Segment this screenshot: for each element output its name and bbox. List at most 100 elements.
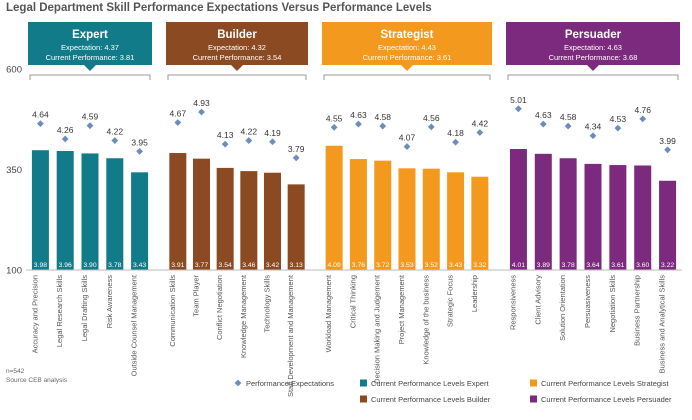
expectation-marker-strategist-decision-making-and-judgement [379, 122, 387, 130]
group-header-strategist [322, 22, 492, 65]
y-tick-label-100: 100 [6, 266, 22, 277]
bar-value-strategist-decision-making-and-judgement: 3.72 [376, 262, 389, 269]
bar-value-expert-accuracy-and-precision: 3.98 [34, 262, 47, 269]
category-label-strategist-decision-making-and-judgement: Decision Making and Judgement [373, 274, 382, 384]
expectation-label-persuader-persuasiveness: 4.34 [585, 122, 602, 132]
expectation-label-expert-legal-research-skills: 4.26 [57, 125, 74, 135]
group-name-expert: Expert [72, 29, 108, 41]
category-label-persuader-solution-orientation: Solution Orientation [558, 275, 567, 341]
bar-builder-communication-skills [169, 153, 187, 270]
category-label-persuader-client-advisory: Client Advisory [533, 275, 542, 325]
expectation-label-persuader-client-advisory: 4.63 [535, 110, 552, 120]
category-label-persuader-negotiation-skills: Negotiation Skills [608, 275, 617, 333]
expectation-label-persuader-negotiation-skills: 4.53 [610, 114, 627, 124]
expectation-marker-expert-outside-counsel-management [136, 148, 143, 155]
bar-value-strategist-critical-thinking: 3.76 [352, 262, 365, 269]
bar-expert-legal-drafting-skills [81, 153, 99, 270]
bar-value-strategist-strategic-focus: 3.43 [449, 262, 462, 269]
expectation-label-persuader-business-and-analytical-skills: 3.99 [659, 136, 676, 146]
group-header-expert [28, 22, 152, 65]
legend-label-current-performance-levels-persuader: Current Performance Levels Persuader [541, 395, 672, 404]
bar-value-expert-risk-awareness: 3.78 [108, 262, 121, 269]
bar-persuader-business-partnership [634, 165, 652, 270]
category-label-builder-team-player: Team Player [192, 275, 201, 317]
legend-marker-current-performance-levels-strategist [530, 379, 537, 387]
legend-marker-current-performance-levels-persuader [530, 395, 537, 403]
group-performance-expert: Current Performance: 3.81 [46, 53, 135, 62]
bar-value-persuader-solution-orientation: 3.78 [562, 262, 575, 269]
source-note: Source CEB analysis [6, 377, 68, 384]
expectation-label-expert-outside-counsel-management: 3.95 [131, 137, 148, 147]
bar-value-persuader-responsiveness: 4.01 [512, 262, 525, 269]
expectation-label-expert-accuracy-and-precision: 4.64 [32, 110, 49, 120]
bar-expert-risk-awareness [106, 158, 124, 270]
category-label-builder-conflict-negotiation: Conflict Negotiation [215, 275, 224, 340]
legend-label-current-performance-levels-strategist: Current Performance Levels Strategist [541, 379, 669, 388]
expectation-label-expert-legal-drafting-skills: 4.59 [82, 112, 99, 122]
expectation-label-strategist-workload-management: 4.55 [326, 113, 343, 123]
legend-label-performance-expectations: Performance Expectations [246, 379, 334, 388]
group-name-builder: Builder [217, 29, 257, 41]
expectation-marker-persuader-business-and-analytical-skills [664, 146, 671, 154]
category-label-persuader-persuasiveness: Persuasiveness [583, 275, 592, 328]
expectation-label-strategist-leadership: 4.42 [472, 119, 489, 129]
group-pointer-expert [84, 65, 96, 71]
bar-value-strategist-knowledge-of-the-business: 3.52 [425, 262, 438, 269]
expectation-marker-persuader-client-advisory [539, 120, 547, 128]
category-label-builder-knowledge-management: Knowledge Management [239, 274, 248, 358]
bar-value-builder-conflict-negotiation: 3.54 [219, 262, 232, 269]
category-label-builder-staff-development-and-management: Staff Development and Management [286, 274, 295, 397]
expectation-label-builder-staff-development-and-management: 3.79 [288, 144, 305, 154]
expectation-marker-builder-knowledge-management [245, 137, 253, 144]
legend-label-current-performance-levels-expert: Current Performance Levels Expert [371, 379, 489, 388]
bar-value-builder-knowledge-management: 3.46 [242, 262, 255, 269]
bar-value-expert-legal-research-skills: 3.96 [59, 262, 72, 269]
legend-marker-performance-expectations [234, 379, 242, 387]
group-bracket-persuader [507, 74, 679, 80]
group-performance-persuader: Current Performance: 3.68 [549, 53, 638, 62]
bar-builder-knowledge-management [240, 171, 258, 270]
legend-label-current-performance-levels-builder: Current Performance Levels Builder [371, 395, 491, 404]
expectation-marker-expert-legal-research-skills [61, 135, 69, 143]
group-header-builder [166, 22, 308, 65]
category-label-persuader-business-and-analytical-skills: Business and Analytical Skills [658, 275, 667, 374]
bar-builder-conflict-negotiation [216, 167, 234, 270]
expectation-label-builder-conflict-negotiation: 4.13 [217, 130, 234, 140]
expectation-marker-persuader-solution-orientation [564, 122, 572, 130]
bar-persuader-solution-orientation [559, 158, 577, 270]
bar-strategist-decision-making-and-judgement [374, 160, 392, 270]
expectation-marker-expert-accuracy-and-precision [37, 120, 44, 128]
category-label-persuader-business-partnership: Business Partnership [633, 275, 642, 346]
group-pointer-builder [231, 65, 243, 71]
expectation-marker-strategist-workload-management [330, 123, 338, 131]
bar-builder-staff-development-and-management [287, 184, 305, 270]
expectation-label-strategist-critical-thinking: 4.63 [350, 110, 367, 120]
bar-value-strategist-workload-management: 4.09 [328, 262, 341, 269]
group-bracket-strategist [323, 74, 491, 80]
category-label-strategist-workload-management: Workload Management [324, 274, 333, 352]
bar-value-persuader-persuasiveness: 3.64 [586, 262, 599, 269]
bar-persuader-negotiation-skills [609, 165, 627, 270]
expectation-marker-builder-communication-skills [174, 119, 182, 126]
expectation-label-strategist-strategic-focus: 4.18 [447, 128, 464, 138]
expectation-marker-strategist-strategic-focus [452, 138, 459, 146]
category-label-strategist-strategic-focus: Strategic Focus [446, 275, 455, 327]
expectation-label-builder-knowledge-management: 4.22 [241, 127, 258, 137]
group-pointer-strategist [401, 65, 413, 71]
bar-value-builder-technology-skills: 3.42 [266, 262, 279, 269]
bar-persuader-persuasiveness [584, 163, 602, 270]
expectation-label-persuader-business-partnership: 4.76 [634, 105, 651, 115]
category-label-expert-legal-research-skills: Legal Research Skills [55, 275, 64, 347]
group-performance-builder: Current Performance: 3.54 [193, 53, 282, 62]
y-tick-label-600: 600 [6, 65, 22, 76]
bar-strategist-project-management [398, 168, 416, 270]
group-pointer-persuader [587, 65, 599, 71]
expectation-marker-expert-legal-drafting-skills [86, 122, 94, 130]
bar-value-builder-communication-skills: 3.91 [171, 262, 184, 269]
category-label-strategist-leadership: Leadership [470, 275, 479, 312]
category-label-builder-technology-skills: Technology Skills [263, 275, 272, 333]
expectation-marker-strategist-project-management [403, 143, 411, 150]
group-expectation-persuader: Expectation: 4.63 [564, 43, 622, 52]
expectation-label-builder-communication-skills: 4.67 [170, 108, 187, 118]
